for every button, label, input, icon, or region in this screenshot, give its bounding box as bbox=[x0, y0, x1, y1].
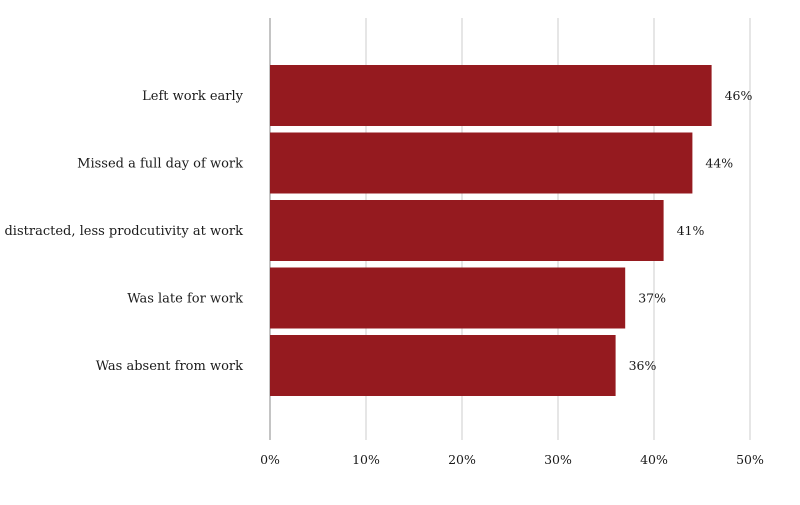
category-label: Missed a full day of work bbox=[77, 157, 243, 172]
x-tick-label: 0% bbox=[260, 452, 280, 467]
category-label: Was absent from work bbox=[96, 359, 243, 374]
data-label: 36% bbox=[629, 358, 657, 373]
x-axis-tick-labels: 0% 10% 20% 30% 40% 50% bbox=[260, 452, 764, 467]
category-label: Was late for work bbox=[127, 292, 243, 307]
category-label: Left work early bbox=[142, 89, 243, 104]
bar bbox=[270, 200, 664, 261]
x-tick-label: 30% bbox=[544, 452, 572, 467]
data-labels: 46% 44% 41% 37% 36% bbox=[629, 88, 753, 373]
bar bbox=[270, 335, 616, 396]
x-tick-label: 10% bbox=[352, 452, 380, 467]
data-label: 44% bbox=[705, 156, 733, 171]
x-tick-label: 50% bbox=[736, 452, 764, 467]
bar bbox=[270, 65, 712, 126]
x-tick-label: 40% bbox=[640, 452, 668, 467]
data-label: 41% bbox=[677, 223, 705, 238]
bar bbox=[270, 132, 693, 194]
category-label: Was distracted, less prodcutivity at wor… bbox=[0, 224, 243, 239]
data-label: 37% bbox=[638, 291, 666, 306]
bar bbox=[270, 267, 626, 329]
data-label: 46% bbox=[725, 88, 753, 103]
x-tick-label: 20% bbox=[448, 452, 476, 467]
bars bbox=[270, 65, 712, 396]
category-labels: Left work early Missed a full day of work… bbox=[0, 89, 244, 374]
